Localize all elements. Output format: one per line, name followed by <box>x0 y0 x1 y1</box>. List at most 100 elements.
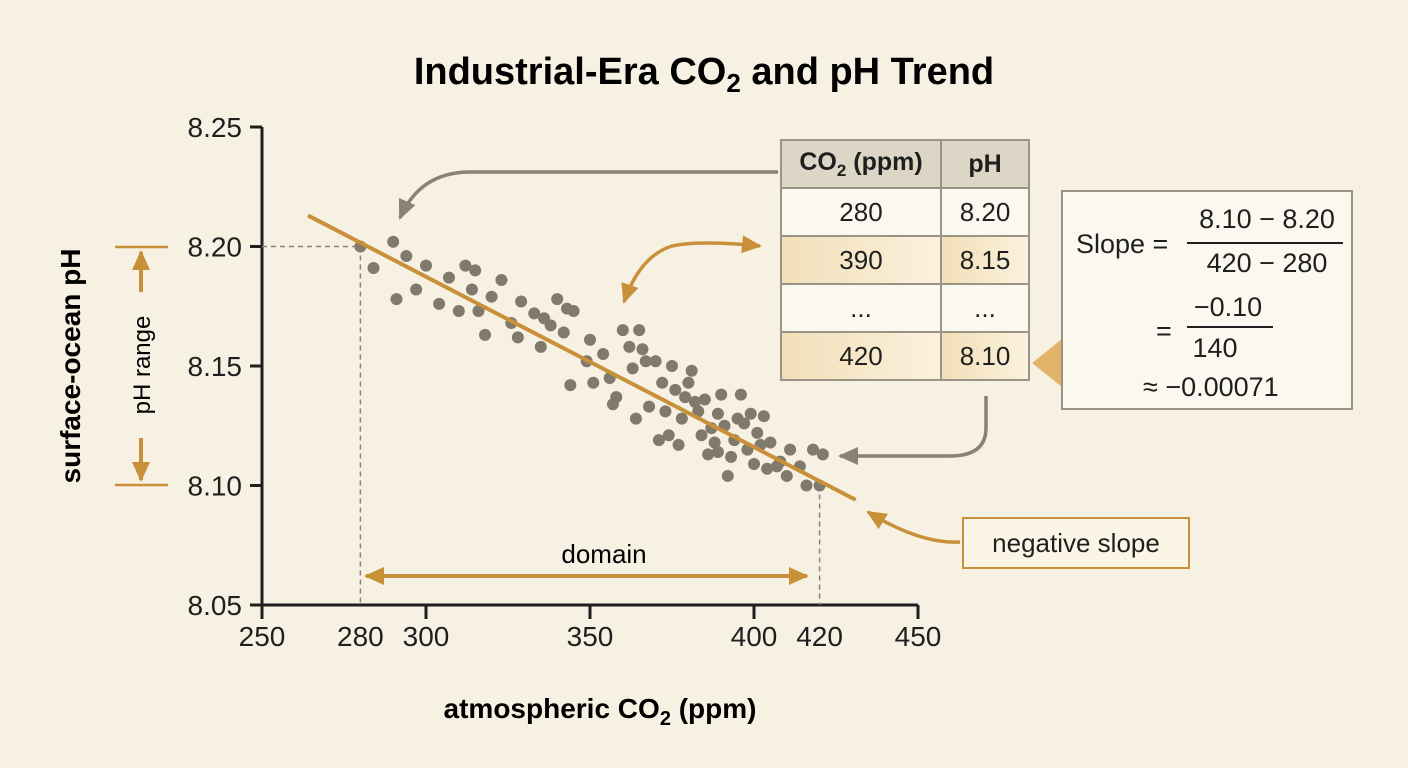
data-point <box>748 457 760 470</box>
x-extra-tick-label: 420 <box>796 621 843 652</box>
data-point <box>528 307 541 320</box>
data-point <box>495 273 508 286</box>
slope-result: ≈ −0.00071 <box>1143 372 1279 402</box>
data-point <box>675 412 688 425</box>
slope-pointer <box>1032 339 1062 387</box>
data-point <box>511 331 524 344</box>
header-ph: pH <box>940 139 1030 189</box>
data-point <box>708 436 721 449</box>
data-point <box>534 340 547 353</box>
data-point <box>610 391 623 404</box>
data-point <box>669 383 682 396</box>
data-point <box>698 393 711 406</box>
negative-slope-label: negative slope <box>962 517 1190 569</box>
table-row: 390 8.15 <box>780 235 1030 285</box>
table-row: 280 8.20 <box>780 187 1030 237</box>
data-point <box>515 295 528 308</box>
data-point <box>639 355 652 368</box>
domain-bracket: domain <box>364 539 809 585</box>
data-point <box>682 376 695 389</box>
data-point <box>757 410 770 423</box>
x-tick-label: 350 <box>567 621 614 652</box>
x-tick-label: 300 <box>403 621 450 652</box>
data-point <box>807 443 820 456</box>
domain-label: domain <box>561 539 646 569</box>
data-point <box>715 388 728 401</box>
slope-denominator-2: 140 <box>1192 333 1238 363</box>
data-point <box>557 326 570 339</box>
data-point <box>738 417 751 430</box>
data-point <box>629 412 642 425</box>
negative-slope-text: negative slope <box>992 527 1160 558</box>
ph-range-bracket: pH range <box>115 245 168 487</box>
x-tick-label: 250 <box>239 621 286 652</box>
data-point <box>551 293 564 306</box>
data-point <box>367 262 380 275</box>
data-point <box>725 450 738 463</box>
slope-numerator-2: −0.10 <box>1193 292 1263 322</box>
table-header-row: CO2 (ppm) pH <box>780 139 1030 189</box>
y-axis-label: surface-ocean pH <box>55 249 86 484</box>
data-point <box>469 264 482 277</box>
data-point <box>761 462 774 475</box>
cell-co2: 390 <box>780 235 942 285</box>
data-point <box>780 469 793 482</box>
data-point <box>387 235 400 248</box>
data-point <box>544 319 557 332</box>
data-point <box>643 400 656 413</box>
data-table: CO2 (ppm) pH 280 8.20 390 8.15...... 420 8.10 <box>780 139 1030 381</box>
slope-equals: = <box>1156 316 1172 346</box>
data-point <box>567 305 580 318</box>
table-to-end-arrow <box>838 396 988 465</box>
trend-line <box>306 213 857 502</box>
data-point <box>564 379 577 392</box>
data-point <box>800 479 813 492</box>
data-point <box>744 407 757 420</box>
data-point <box>751 426 764 439</box>
data-point <box>584 333 596 346</box>
data-point <box>672 438 685 451</box>
data-point <box>666 360 678 372</box>
y-tick-label: 8.25 <box>188 112 243 143</box>
label-to-line-arrow <box>866 510 961 544</box>
data-point <box>597 348 610 361</box>
data-point <box>784 443 797 456</box>
data-point <box>420 259 432 272</box>
data-point <box>764 436 777 449</box>
data-point <box>433 297 446 310</box>
data-point <box>711 446 724 459</box>
data-point <box>688 395 701 408</box>
header-co2: CO2 (ppm) <box>780 139 942 189</box>
y-tick-label: 8.10 <box>188 471 243 502</box>
data-point <box>465 283 478 296</box>
data-point <box>656 376 669 389</box>
data-point <box>652 434 665 447</box>
cell-ph: 8.20 <box>940 187 1030 237</box>
data-point <box>587 376 600 389</box>
data-point <box>442 271 455 284</box>
slope-calculation: Slope = 8.10 − 8.20 420 − 280 = −0.10 14… <box>1061 190 1353 410</box>
data-point <box>472 305 485 318</box>
ph-range-label: pH range <box>129 316 156 415</box>
data-point <box>459 259 472 272</box>
data-point <box>626 362 639 375</box>
x-axis-label: atmospheric CO2 (ppm) <box>444 693 757 730</box>
data-point <box>711 407 724 420</box>
table-row: ...... <box>780 283 1030 333</box>
data-point <box>452 305 465 318</box>
table-row: 420 8.10 <box>780 331 1030 381</box>
cell-co2: 280 <box>780 187 942 237</box>
data-point <box>679 391 692 404</box>
data-point <box>616 324 629 337</box>
x-extra-tick-label: 280 <box>337 621 384 652</box>
data-point <box>623 340 636 353</box>
data-point <box>485 290 498 303</box>
data-point <box>702 448 715 461</box>
chart-title: Industrial-Era CO2 and pH Trend <box>414 51 994 98</box>
cell-co2: 420 <box>780 331 942 381</box>
x-tick-label: 400 <box>731 621 778 652</box>
slope-denominator: 420 − 280 <box>1206 248 1328 278</box>
cell-ph: 8.15 <box>940 235 1030 285</box>
